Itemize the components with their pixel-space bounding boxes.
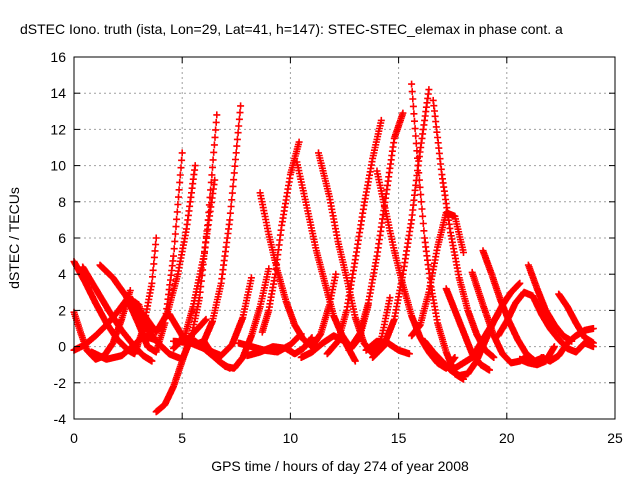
series-track [315, 149, 394, 358]
series-track [524, 261, 576, 345]
series-track [323, 116, 385, 358]
x-tick-label: 0 [70, 430, 78, 446]
series-track [362, 337, 413, 358]
y-tick-label: 0 [58, 339, 66, 355]
y-tick-label: 2 [58, 302, 66, 318]
y-tick-label: -4 [54, 411, 67, 427]
plus-markers [96, 149, 186, 356]
plus-markers [362, 337, 413, 358]
y-tick-label: 16 [50, 49, 66, 65]
y-tick-label: 12 [50, 121, 66, 137]
x-tick-label: 15 [391, 430, 407, 446]
plus-markers [451, 310, 502, 372]
series-track [451, 310, 502, 372]
series-track [479, 247, 548, 365]
series-track [79, 263, 156, 365]
plus-markers [524, 261, 576, 345]
series-track [516, 343, 558, 369]
series-track [408, 209, 467, 340]
series-track [87, 332, 158, 363]
y-tick-label: 14 [50, 85, 66, 101]
plus-markers [258, 138, 303, 336]
x-tick-label: 25 [607, 430, 623, 446]
plus-markers [79, 263, 156, 365]
series-track [243, 334, 316, 360]
plus-markers [516, 343, 558, 369]
x-tick-label: 10 [283, 430, 299, 446]
y-tick-label: 8 [58, 194, 66, 210]
series-track [494, 288, 597, 356]
x-axis-ticks: 0 5 10 15 20 25 [70, 57, 623, 446]
plus-markers [87, 332, 158, 363]
x-tick-label: 20 [499, 430, 515, 446]
series-track [258, 138, 303, 336]
plus-markers [315, 149, 394, 358]
x-tick-label: 5 [178, 430, 186, 446]
y-tick-label: -2 [54, 375, 67, 391]
plus-markers [323, 116, 385, 358]
series-track [96, 149, 186, 356]
y-axis-ticks: -4 -2 0 2 4 6 8 10 12 14 16 [50, 49, 615, 427]
y-tick-label: 4 [58, 266, 66, 282]
data-series [70, 80, 597, 416]
plus-markers [479, 247, 548, 365]
x-axis-label: GPS time / hours of day 274 of year 2008 [211, 458, 469, 474]
y-tick-label: 6 [58, 230, 66, 246]
plus-markers [494, 288, 597, 356]
y-axis-label: dSTEC / TECUs [6, 187, 22, 289]
y-tick-label: 10 [50, 158, 66, 174]
chart-title: dSTEC Iono. truth (ista, Lon=29, Lat=41,… [20, 21, 563, 37]
plus-markers [243, 334, 316, 360]
plus-markers [408, 209, 467, 340]
